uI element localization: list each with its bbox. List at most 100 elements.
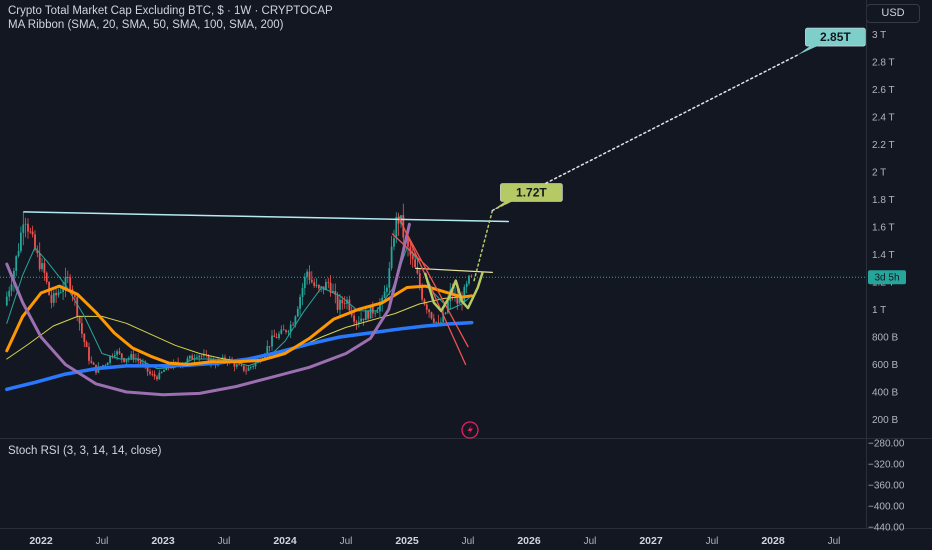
candle-body (341, 299, 344, 304)
candle-body (76, 297, 79, 317)
candle-body (123, 358, 125, 362)
candle-body (458, 297, 461, 304)
candle-body (306, 271, 308, 277)
price-tick-label: 600 B (872, 360, 898, 371)
downtrend-line (406, 233, 469, 348)
price-tick-label: 2.2 T (872, 140, 895, 151)
candle-body (268, 346, 271, 347)
sma200-line (5, 320, 474, 392)
stoch-rsi-legend[interactable]: Stoch RSI (3, 3, 14, 14, close) (8, 445, 162, 457)
svg-text:1.72T: 1.72T (516, 186, 547, 200)
candle-body (151, 373, 154, 375)
price-tick-label: 1.6 T (872, 223, 895, 234)
price-tick-label: 1.8 T (872, 195, 895, 206)
candle-body (43, 263, 46, 273)
candle-body (299, 297, 301, 309)
candle-body (360, 318, 362, 322)
candle-body (36, 249, 39, 253)
stoch-tick-label: −400.00 (868, 502, 905, 513)
time-tick-label: Jul (96, 536, 109, 547)
candle-body (64, 277, 67, 289)
candle-body (109, 356, 111, 363)
time-tick-label: Jul (706, 536, 719, 547)
candle-body (357, 321, 360, 323)
candle-body (163, 370, 165, 372)
candle-body (245, 370, 247, 372)
candle-body (10, 284, 13, 291)
candle-body (383, 291, 386, 298)
svg-text:2.85T: 2.85T (820, 30, 851, 44)
price-tick-label: 1.4 T (872, 250, 895, 261)
candle-body (451, 289, 454, 296)
candle-body (294, 316, 297, 325)
candle-body (156, 376, 158, 380)
candle-body (308, 271, 311, 280)
candle-body (106, 362, 109, 366)
candle-body (390, 246, 393, 269)
candle-body (81, 323, 83, 334)
candle-body (411, 255, 414, 260)
candle-body (287, 331, 290, 333)
candle-body (435, 321, 438, 323)
candle-body (310, 279, 313, 283)
time-tick-label: 2026 (517, 535, 541, 547)
candle-body (238, 364, 240, 366)
candle-body (303, 276, 306, 289)
candle-body (142, 363, 144, 365)
candle-body (57, 292, 60, 296)
candle-body (315, 285, 318, 286)
price-tick-label: 400 B (872, 388, 898, 399)
candle-body (301, 288, 304, 298)
countdown-tag: 3d 5h (868, 270, 906, 285)
candle-body (247, 367, 250, 371)
candle-body (113, 354, 116, 357)
indicator-legend[interactable]: MA Ribbon (SMA, 20, SMA, 50, SMA, 100, S… (8, 19, 284, 31)
candle-body (34, 234, 36, 250)
time-tick-label: 2024 (273, 535, 297, 547)
candle-body (62, 289, 64, 292)
lightning-icon[interactable] (461, 421, 479, 439)
candle-body (74, 295, 76, 298)
price-tick-label: 2 T (872, 168, 886, 179)
candle-body (20, 232, 22, 251)
candle-body (242, 365, 245, 371)
candle-body (69, 277, 72, 290)
candle-body (132, 354, 135, 360)
candle-body (275, 337, 278, 338)
price-axis[interactable]: 3 T 2.8 T 2.6 T 2.4 T 2.2 T 2 T 1.8 T 1.6 T 1.4 … (872, 30, 898, 426)
candle-body (88, 347, 90, 361)
candle-body (470, 275, 473, 277)
candle-body (137, 358, 140, 361)
candle-body (332, 291, 334, 293)
stoch-axis[interactable]: −280.00 −320.00 −360.00 −400.00 −440.00 (868, 439, 905, 534)
candle-body (371, 306, 374, 314)
candle-body (27, 223, 29, 232)
candle-body (423, 299, 426, 305)
target-label-1[interactable]: 1.72T (492, 183, 563, 211)
candle-body (329, 282, 332, 293)
candle-body (200, 355, 203, 357)
time-tick-label: Jul (218, 536, 231, 547)
sma50-line (5, 284, 474, 366)
candle-body (334, 291, 337, 295)
candle-body (430, 312, 433, 319)
resistance-line (23, 211, 510, 223)
candle-body (296, 308, 299, 317)
candle-body (381, 297, 384, 305)
candle-body (66, 277, 69, 278)
downtrend-line (397, 215, 467, 366)
candle-body (437, 321, 440, 323)
candle-body (468, 275, 470, 284)
price-tick-label: 200 B (872, 415, 898, 426)
chart-series: 1.72T 2.85T 3d 5h (0, 27, 906, 397)
price-tick-label: 2.6 T (872, 85, 895, 96)
target-label-2[interactable]: 2.85T (797, 27, 866, 56)
time-axis[interactable]: 2022 Jul 2023 Jul 2024 Jul 2025 Jul 2026 Jul 2027 J… (29, 535, 840, 547)
candle-body (273, 335, 276, 337)
candle-body (313, 282, 316, 286)
time-tick-label: Jul (462, 536, 475, 547)
time-tick-label: 2023 (151, 535, 175, 547)
candle-body (393, 238, 395, 247)
candle-body (348, 299, 351, 311)
